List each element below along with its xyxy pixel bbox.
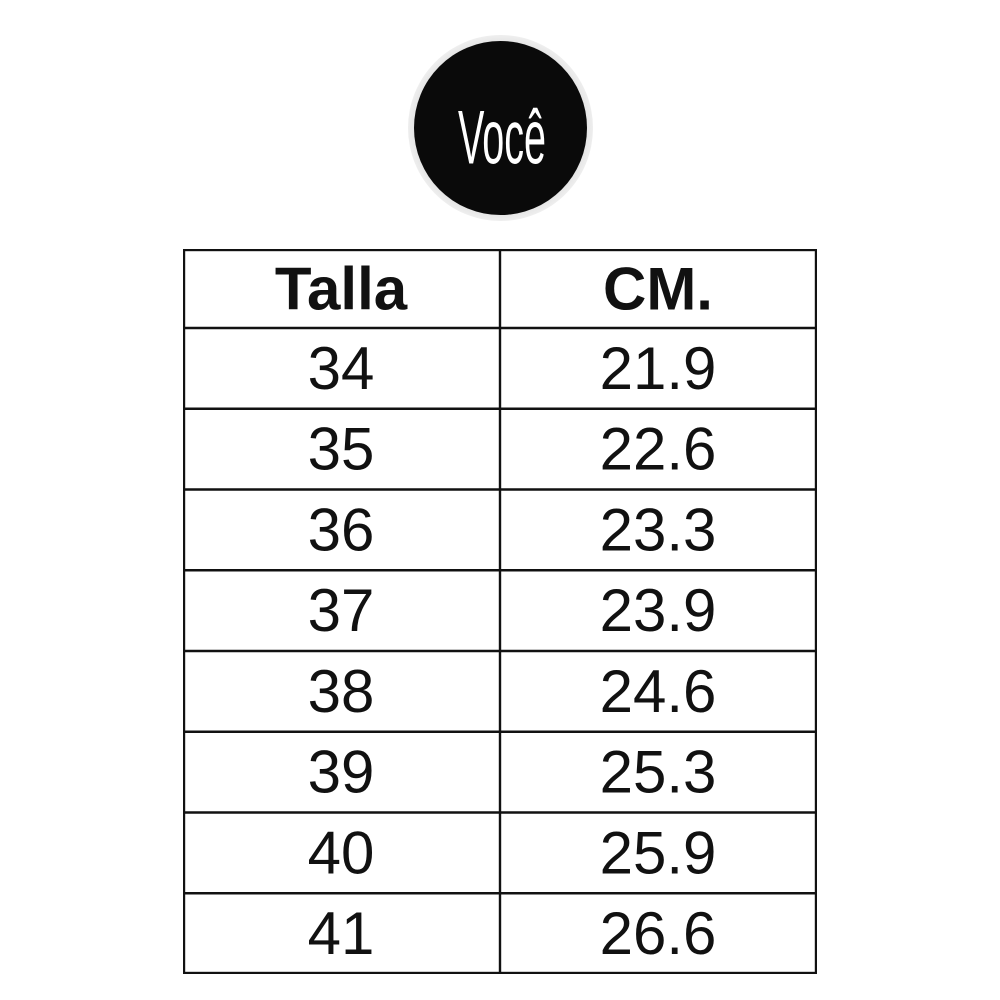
svg-text:41: 41 <box>308 900 375 967</box>
svg-text:23.9: 23.9 <box>600 577 717 644</box>
svg-text:22.6: 22.6 <box>600 416 717 483</box>
svg-text:36: 36 <box>308 496 375 563</box>
svg-text:37: 37 <box>308 577 375 644</box>
svg-text:25.3: 25.3 <box>600 739 717 806</box>
svg-text:25.9: 25.9 <box>600 819 717 886</box>
svg-text:26.6: 26.6 <box>600 900 717 967</box>
svg-text:39: 39 <box>308 739 375 806</box>
svg-text:Você: Você <box>458 96 546 181</box>
svg-text:38: 38 <box>308 658 375 725</box>
svg-text:Talla: Talla <box>275 256 408 323</box>
svg-text:23.3: 23.3 <box>600 496 717 563</box>
svg-text:21.9: 21.9 <box>600 335 717 402</box>
svg-text:35: 35 <box>308 416 375 483</box>
svg-text:40: 40 <box>308 819 375 886</box>
svg-text:24.6: 24.6 <box>600 658 717 725</box>
svg-text:CM.: CM. <box>603 256 713 323</box>
svg-text:34: 34 <box>308 335 375 402</box>
